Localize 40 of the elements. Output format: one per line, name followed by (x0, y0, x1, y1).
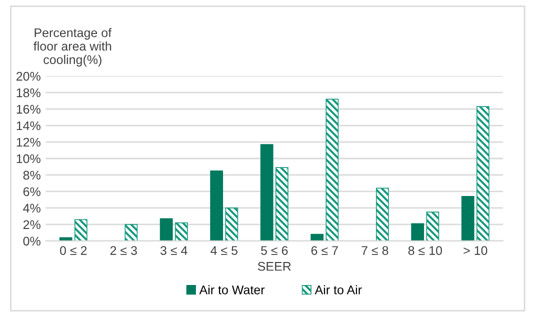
bar (275, 167, 288, 241)
bar (461, 196, 474, 241)
y-tick-label: 14% (16, 121, 40, 130)
x-tick-label: 3 ≤ 4 (160, 246, 188, 255)
bar (124, 224, 138, 241)
bar (74, 219, 88, 241)
bar (260, 144, 274, 241)
bar (174, 222, 188, 241)
bar (210, 170, 224, 241)
bar (160, 218, 173, 241)
x-tick-label: > 10 (464, 246, 488, 255)
x-tick-label: 5 ≤ 6 (261, 246, 288, 255)
bar (326, 98, 339, 241)
y-tick-label: 12% (16, 138, 40, 147)
y-tick-label: 10% (16, 154, 40, 164)
legend-label: Air to Water (199, 285, 265, 294)
bar (426, 212, 440, 241)
legend-label: Air to Air (314, 285, 362, 294)
y-tick-label: 0% (23, 236, 40, 246)
x-tick-label: 7 ≤ 8 (362, 246, 388, 255)
bar (225, 208, 238, 241)
x-tick-label: 2 ≤ 3 (110, 246, 137, 255)
bar (59, 237, 72, 241)
bar (476, 106, 490, 241)
x-tick-label: 4 ≤ 5 (210, 246, 238, 255)
x-tick-label: 6 ≤ 7 (311, 246, 338, 255)
x-axis-title: SEER (258, 262, 291, 271)
y-tick-label: 6% (23, 187, 40, 196)
bar (310, 234, 324, 241)
y-tick-label: 18% (16, 88, 40, 98)
y-axis-title: Percentage of floor area with cooling(%) (34, 28, 112, 67)
bar (376, 188, 389, 241)
x-tick-label: 8 ≤ 10 (408, 246, 442, 255)
y-tick-label: 20% (16, 72, 40, 81)
y-tick-label: 2% (23, 220, 40, 230)
x-tick-label: 0 ≤ 2 (60, 246, 87, 255)
y-tick-label: 8% (23, 170, 40, 180)
y-tick-label: 4% (23, 204, 40, 213)
bar (411, 223, 424, 241)
y-tick-label: 16% (16, 104, 40, 114)
